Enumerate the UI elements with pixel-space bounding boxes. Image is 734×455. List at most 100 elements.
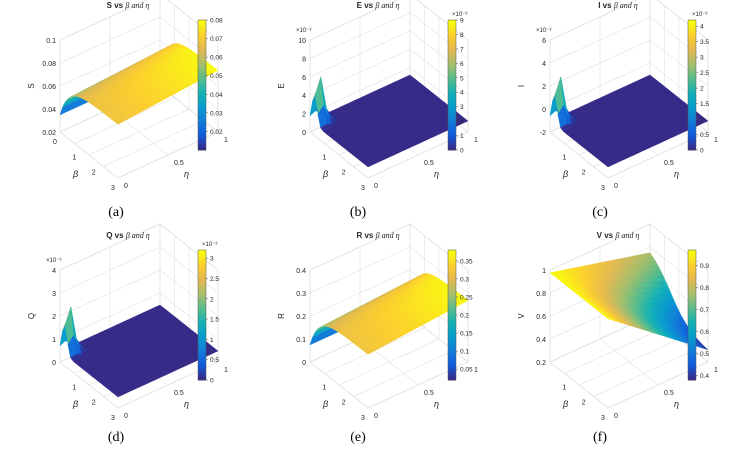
colorbar-segment bbox=[448, 266, 456, 270]
colorbar-segment bbox=[448, 88, 456, 92]
colorbar-segment bbox=[688, 120, 696, 125]
eta-gridline bbox=[59, 40, 119, 179]
colorbar-segment bbox=[688, 298, 696, 303]
panel-caption: (c) bbox=[592, 205, 608, 220]
colorbar-segment bbox=[448, 26, 456, 31]
beta-tick-label: 1 bbox=[562, 154, 566, 161]
colorbar-segment bbox=[198, 65, 206, 70]
colorbar-tick-label: 0.08 bbox=[210, 18, 223, 25]
colorbar-segment bbox=[198, 26, 206, 31]
colorbar-segment bbox=[198, 350, 206, 355]
eta-axis-label: η bbox=[674, 399, 679, 409]
colorbar-segment bbox=[448, 29, 456, 34]
eta-tick-label: 1 bbox=[714, 367, 718, 374]
colorbar-segment bbox=[198, 59, 206, 63]
eta-gridline bbox=[59, 270, 119, 409]
chart-title-main: Q vs bbox=[106, 231, 126, 240]
colorbar-segment bbox=[448, 318, 456, 322]
colorbar-tick-label: 0.06 bbox=[210, 55, 223, 62]
colorbar-tick-label: 2.5 bbox=[700, 70, 709, 77]
colorbar-segment bbox=[448, 33, 456, 37]
colorbar-segment bbox=[688, 341, 696, 345]
colorbar-segment bbox=[688, 269, 696, 274]
colorbar: 0 0.5 1 1.5 2 2.5 3 ×10⁻³ bbox=[197, 242, 219, 385]
colorbar-segment bbox=[448, 20, 456, 24]
colorbar-tick-label: 7 bbox=[460, 46, 464, 53]
colorbar: 0 0.5 1 1.5 2 2.5 3 3.5 4 ×10⁻³ bbox=[687, 12, 709, 155]
colorbar-segment bbox=[448, 289, 456, 293]
colorbar-segment bbox=[448, 49, 456, 53]
colorbar-segment bbox=[198, 276, 206, 280]
colorbar-segment bbox=[198, 42, 206, 47]
colorbar-exponent: ×10⁻³ bbox=[452, 12, 467, 18]
surface-patch bbox=[605, 162, 614, 168]
colorbar-segment bbox=[448, 250, 456, 254]
z-tick-label: 4 bbox=[542, 61, 546, 68]
colorbar-segment bbox=[198, 39, 206, 44]
chart-title: S vs β and η bbox=[107, 1, 150, 10]
eta-tick-label: 0 bbox=[374, 413, 378, 420]
colorbar-segment bbox=[198, 259, 206, 264]
colorbar-segment bbox=[688, 46, 696, 50]
colorbar-tick-label: 0 bbox=[460, 148, 464, 155]
colorbar-segment bbox=[198, 49, 206, 53]
colorbar-segment bbox=[448, 253, 456, 257]
colorbar-segment bbox=[448, 302, 456, 306]
colorbar-segment bbox=[198, 256, 206, 261]
z-tick-label: 1 bbox=[542, 268, 546, 275]
panel-caption: (e) bbox=[350, 430, 366, 445]
colorbar-exponent: ×10⁻³ bbox=[202, 242, 217, 248]
beta-tick-label: 3 bbox=[361, 185, 365, 192]
colorbar-segment bbox=[198, 328, 206, 332]
z-axis-label: Q bbox=[27, 313, 36, 319]
colorbar-segment bbox=[198, 315, 206, 319]
chart-panel-b: 0 2 4 6 8 10 ×10⁻³ E 1 2 3 β 0 0.5 1 η E vs β and η 0 1 2 3 4… bbox=[277, 0, 478, 220]
eta-tick-label: 0 bbox=[614, 413, 618, 420]
colorbar-segment bbox=[688, 302, 696, 306]
chart-title: Q vs β and η bbox=[106, 231, 150, 240]
colorbar-segment bbox=[448, 111, 456, 115]
colorbar-segment bbox=[688, 376, 696, 381]
colorbar-tick-label: 9 bbox=[460, 18, 464, 25]
z-tick-label: 3 bbox=[52, 291, 56, 298]
colorbar-segment bbox=[448, 311, 456, 316]
colorbar-segment bbox=[198, 72, 206, 76]
colorbar-segment bbox=[688, 373, 696, 378]
colorbar-tick-label: 0 bbox=[210, 378, 214, 385]
z-tick-label: 0.1 bbox=[46, 38, 56, 45]
colorbar-segment bbox=[448, 42, 456, 47]
colorbar-tick-label: 0.5 bbox=[700, 132, 709, 139]
colorbar-segment bbox=[198, 367, 206, 371]
colorbar-segment bbox=[198, 269, 206, 274]
colorbar-segment bbox=[198, 23, 206, 27]
colorbar-segment bbox=[198, 324, 206, 329]
colorbar-segment bbox=[448, 23, 456, 27]
colorbar-segment bbox=[448, 81, 456, 86]
beta-axis-label: β bbox=[322, 399, 328, 409]
colorbar-segment bbox=[198, 337, 206, 342]
colorbar: 0.02 0.03 0.04 0.05 0.06 0.07 0.08 bbox=[197, 18, 223, 151]
colorbar-segment bbox=[688, 315, 696, 319]
colorbar-segment bbox=[448, 276, 456, 280]
colorbar-segment bbox=[198, 289, 206, 293]
colorbar-segment bbox=[448, 259, 456, 264]
colorbar-segment bbox=[198, 46, 206, 50]
colorbar-tick-label: 2.5 bbox=[210, 276, 219, 283]
colorbar-segment bbox=[688, 259, 696, 264]
colorbar-segment bbox=[448, 357, 456, 361]
colorbar-segment bbox=[688, 344, 696, 348]
chart-title-main: I vs bbox=[598, 1, 614, 10]
beta-tick-label: 3 bbox=[601, 415, 605, 422]
colorbar-segment bbox=[688, 140, 696, 144]
colorbar-segment bbox=[448, 344, 456, 348]
z-tick-label: 2 bbox=[542, 84, 546, 91]
colorbar-segment bbox=[448, 308, 456, 313]
colorbar-segment bbox=[448, 367, 456, 371]
colorbar-segment bbox=[198, 114, 206, 118]
eta-tick-label: 1 bbox=[474, 137, 478, 144]
colorbar-segment bbox=[688, 94, 696, 99]
colorbar-tick-label: 3 bbox=[210, 256, 214, 263]
colorbar-segment bbox=[688, 363, 696, 368]
colorbar-segment bbox=[688, 266, 696, 270]
